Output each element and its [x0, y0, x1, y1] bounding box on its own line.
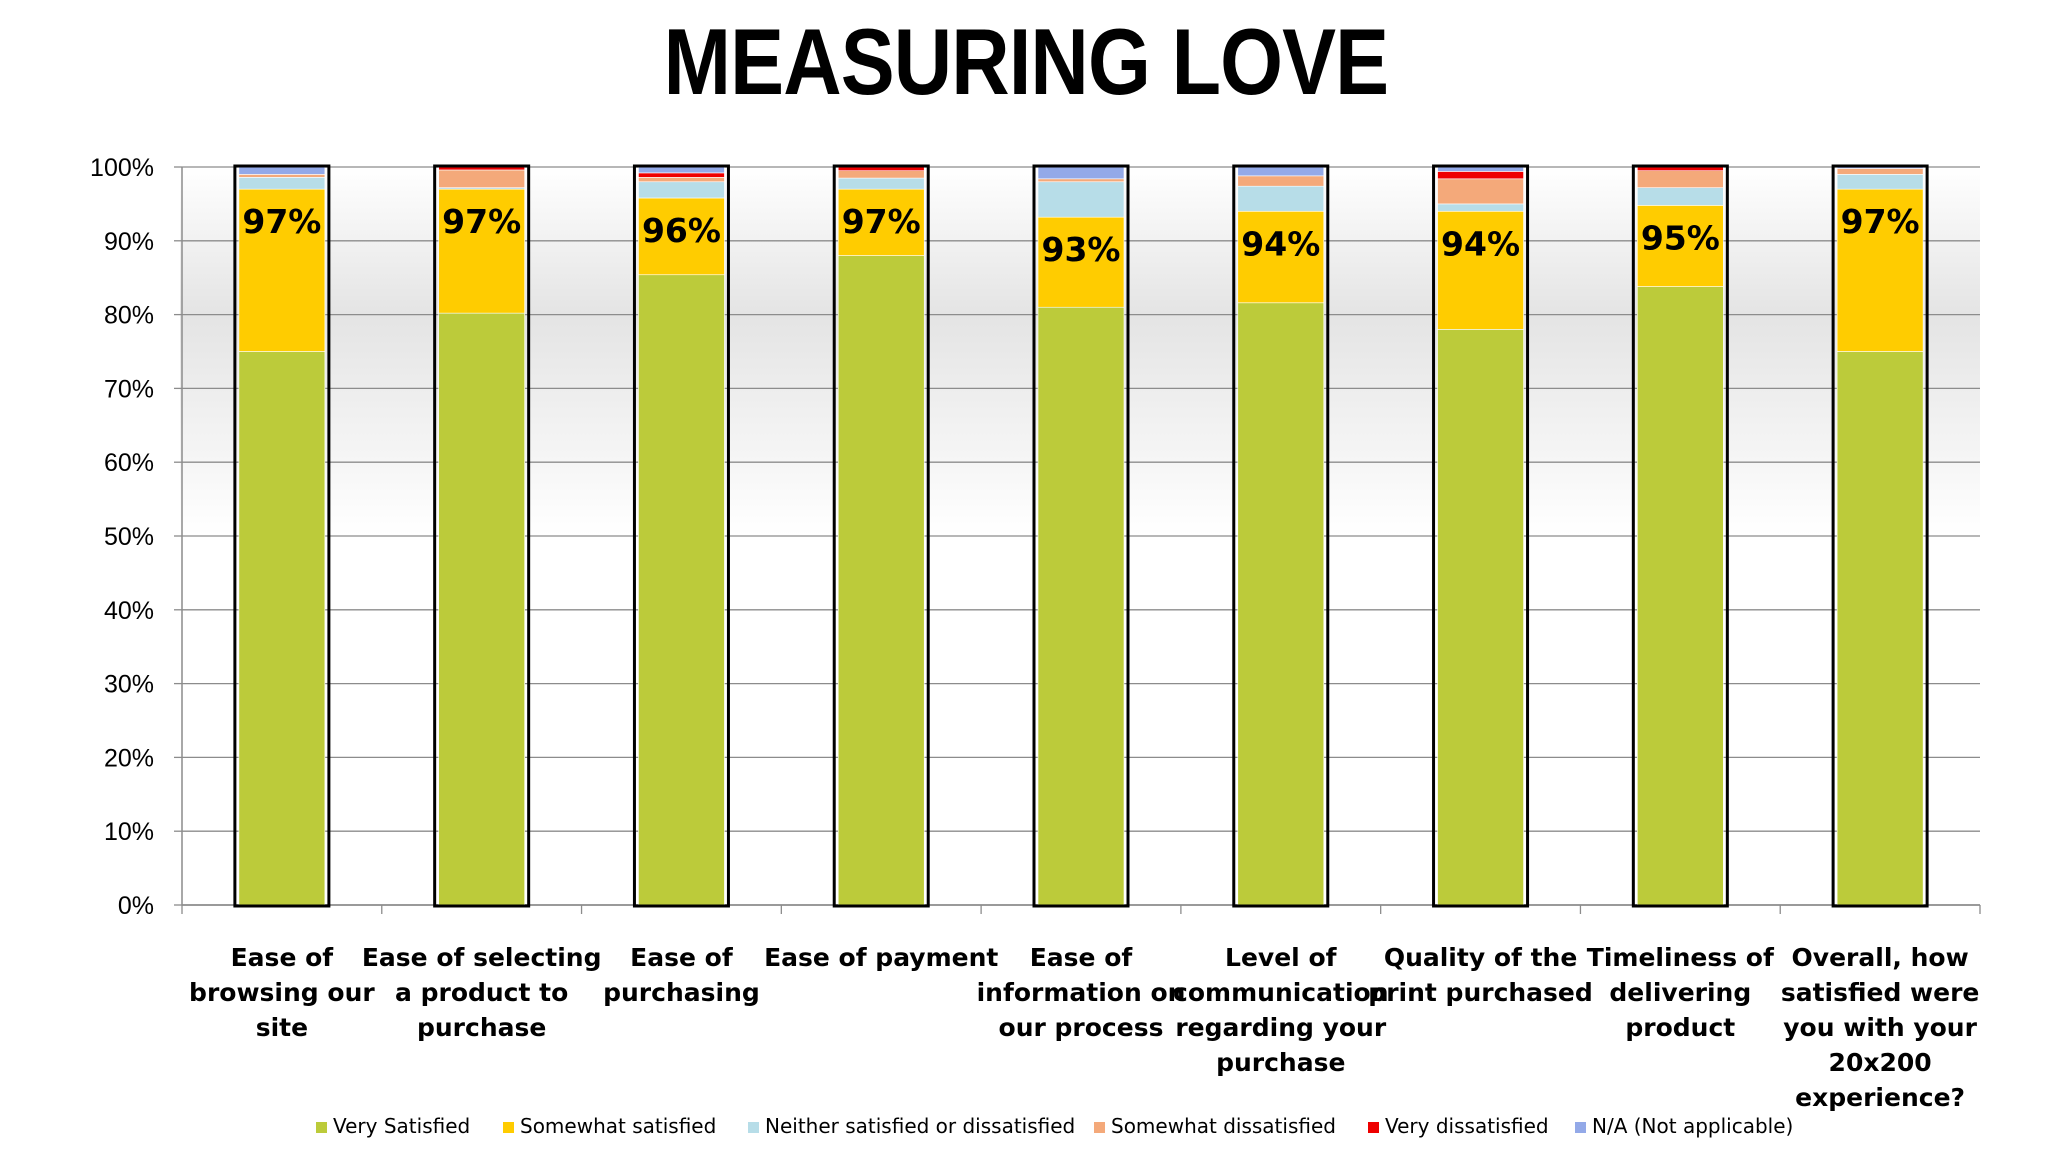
- bar-segment: [1037, 181, 1125, 218]
- bar-outline: [1831, 164, 1929, 908]
- bar-segment: [638, 177, 725, 183]
- x-category-label: Level of communication regarding your purch…: [1173, 943, 1388, 1077]
- y-tick-label: 50%: [104, 523, 154, 551]
- bar-total-label: 93%: [1042, 230, 1121, 269]
- bar-segment: [638, 181, 725, 199]
- bar-segment: [1637, 170, 1724, 188]
- bar-segment: [238, 166, 326, 175]
- bar-segment: [837, 170, 925, 179]
- bar-total-label: 95%: [1641, 218, 1720, 257]
- bar-segment: [438, 188, 525, 314]
- y-tick-label: 20%: [104, 744, 154, 772]
- bar-segment: [837, 255, 925, 906]
- chart-title: MEASURING LOVE: [663, 9, 1389, 114]
- bar-segment: [1037, 166, 1125, 180]
- x-category-label: Quality of the print purchased: [1368, 943, 1593, 1007]
- bar-total-label: 94%: [1241, 224, 1320, 263]
- bar-total-label: 97%: [442, 202, 521, 241]
- bar-total-label: 94%: [1441, 224, 1520, 263]
- legend-label: Very dissatisfied: [1385, 1114, 1549, 1138]
- bar-segment: [1836, 174, 1924, 190]
- y-tick-label: 60%: [104, 449, 154, 477]
- legend-swatch: [1575, 1122, 1586, 1133]
- y-tick-label: 80%: [104, 302, 154, 330]
- bar-segment: [238, 188, 326, 352]
- bar-outline: [233, 164, 331, 908]
- y-tick-label: 90%: [104, 228, 154, 256]
- x-category-label: Overall, how satisfied were you with your 2…: [1781, 943, 1980, 1112]
- bar-segment: [1836, 188, 1924, 352]
- y-tick-label: 10%: [104, 818, 154, 846]
- bar-segment: [638, 274, 725, 906]
- bar-segment: [1836, 351, 1924, 906]
- bar-outline: [1032, 164, 1130, 908]
- bar-segment: [1637, 187, 1724, 206]
- bar-segment: [1237, 302, 1325, 906]
- bar-segment: [438, 169, 525, 188]
- bar-segment: [1437, 210, 1524, 330]
- bar-segment: [638, 166, 725, 174]
- bar-segment: [1437, 203, 1524, 212]
- bar-segment: [1037, 306, 1125, 906]
- legend-swatch: [316, 1122, 327, 1133]
- bar-outline: [1631, 164, 1729, 908]
- legend-label: Very Satisfied: [333, 1114, 470, 1138]
- bar-segment: [1037, 178, 1125, 183]
- y-tick-label: 30%: [104, 671, 154, 699]
- bars: [233, 164, 1929, 908]
- x-category-label: Ease of payment: [764, 943, 998, 972]
- bar-segment: [1237, 175, 1325, 187]
- y-tick-label: 0%: [118, 892, 154, 920]
- bar-segment: [238, 351, 326, 906]
- legend-label: Somewhat satisfied: [520, 1114, 716, 1138]
- legend-swatch: [1368, 1122, 1379, 1133]
- legend-label: Somewhat dissatisfied: [1111, 1114, 1336, 1138]
- bar-segment: [1437, 166, 1524, 172]
- bar-segment: [837, 166, 925, 171]
- x-category-label: Ease of browsing our site: [189, 943, 375, 1042]
- bar-total-label: 97%: [242, 202, 321, 241]
- bar-outline: [1432, 164, 1530, 908]
- legend: Very Satisfied Somewhat satisfied Neither …: [316, 1114, 1793, 1138]
- bar-segment: [1836, 168, 1924, 175]
- legend-label: Neither satisfied or dissatisfied: [765, 1114, 1075, 1138]
- bar-segment: [238, 177, 326, 190]
- legend-label: N/A (Not applicable): [1592, 1114, 1793, 1138]
- bar-total-label: 97%: [1841, 202, 1920, 241]
- bar-segment: [837, 177, 925, 190]
- bar-segment: [1637, 166, 1724, 171]
- bar-segment: [1437, 171, 1524, 180]
- bar-outline: [1232, 164, 1330, 908]
- bar-segment: [837, 188, 925, 256]
- labels: 0% 10% 20% 30% 40% 50% 60% 70% 80% 90% 100% 97% Ease…: [90, 154, 1979, 1112]
- legend-swatch: [748, 1122, 759, 1133]
- legend-swatch: [503, 1122, 514, 1133]
- bar-outline: [632, 164, 730, 908]
- bar-segment: [1237, 185, 1325, 212]
- bar-outline: [433, 164, 531, 908]
- bar-segment: [1037, 216, 1125, 308]
- bar-total-label: 96%: [642, 211, 721, 250]
- bar-segment: [1437, 178, 1524, 205]
- bar-segment: [238, 174, 326, 178]
- x-category-label: Timeliness of delivering product: [1587, 943, 1775, 1042]
- bar-outline: [832, 164, 930, 908]
- bar-segment: [1637, 205, 1724, 287]
- y-tick-label: 70%: [104, 375, 154, 403]
- bar-segment: [1637, 286, 1724, 906]
- y-tick-label: 40%: [104, 597, 154, 625]
- bar-segment: [638, 197, 725, 276]
- x-category-label: Ease of selecting a product to purchase: [362, 943, 602, 1042]
- x-category-label: Ease of information on our process: [977, 943, 1186, 1042]
- legend-swatch: [1094, 1122, 1105, 1133]
- bar-total-label: 97%: [842, 202, 921, 241]
- bar-segment: [1237, 166, 1325, 177]
- bar-segment: [1437, 329, 1524, 906]
- x-category-label: Ease of purchasing: [603, 943, 760, 1007]
- bar-segment: [638, 172, 725, 178]
- bar-segment: [438, 312, 525, 906]
- y-tick-label: 100%: [90, 154, 154, 182]
